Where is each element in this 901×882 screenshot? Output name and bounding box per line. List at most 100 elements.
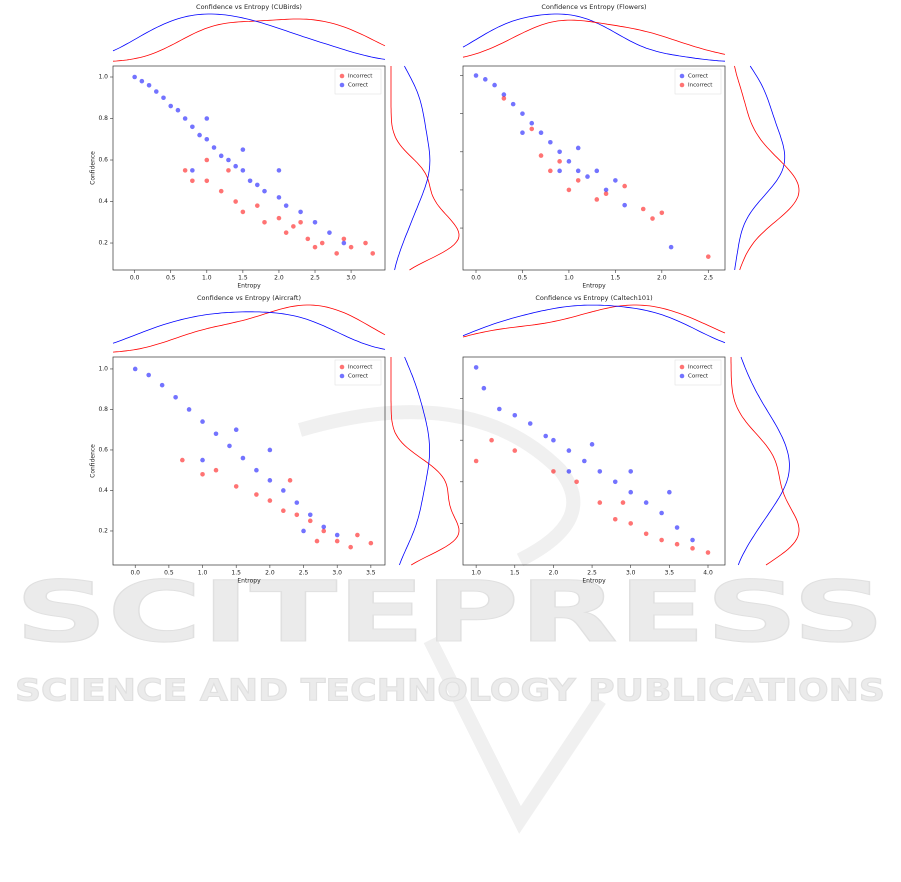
x-tick-label: 3.5 [665, 570, 675, 577]
data-point [182, 116, 188, 121]
data-point [543, 433, 548, 439]
data-point [548, 168, 553, 174]
x-tick-label: 3.0 [346, 275, 356, 282]
data-point [240, 168, 246, 173]
data-point [548, 139, 553, 145]
data-point [254, 203, 260, 208]
data-point [161, 95, 166, 101]
legend-label: Incorrect [688, 365, 713, 371]
data-point [650, 216, 655, 221]
y-tick-label: 0.4 [98, 198, 108, 205]
data-point [291, 224, 296, 229]
x-tick-label: 1.0 [471, 570, 481, 577]
legend: Incorrect Correct [674, 359, 722, 386]
panel: Confidence vs Entropy (Caltech101) 1.0 1.5… [460, 294, 800, 585]
x-tick-label: 2.0 [549, 570, 559, 577]
x-tick-label: 1.0 [564, 275, 574, 282]
data-point [622, 183, 627, 189]
data-point [312, 244, 318, 250]
x-axis-label: Entropy [582, 283, 606, 290]
marginal-kde-y [737, 356, 790, 566]
data-point [175, 107, 181, 113]
data-point [226, 168, 231, 173]
x-tick-label: 2.5 [704, 275, 714, 282]
data-point [566, 448, 572, 453]
x-tick-label: 2.5 [299, 570, 309, 577]
data-point [132, 366, 138, 372]
data-point [204, 116, 210, 121]
data-point [321, 524, 327, 530]
data-point [557, 168, 562, 174]
data-point [355, 532, 360, 538]
data-point [668, 244, 674, 250]
data-point [227, 443, 232, 449]
x-tick-label: 0.5 [166, 275, 176, 282]
legend: Correct Incorrect [674, 68, 722, 95]
data-point [254, 467, 259, 473]
legend-marker [679, 373, 685, 379]
x-tick-label: 0.5 [164, 570, 174, 577]
x-tick-label: 2.0 [265, 570, 275, 577]
x-tick-label: 3.5 [366, 570, 376, 577]
data-point [247, 178, 253, 184]
data-point [473, 458, 479, 464]
data-point [574, 479, 579, 485]
data-point [200, 457, 205, 463]
data-point [204, 178, 210, 184]
legend: Incorrect Correct [334, 359, 382, 386]
data-point [489, 437, 494, 443]
data-point [314, 538, 320, 544]
marginal-kde-x [112, 311, 386, 350]
data-point [267, 498, 273, 503]
plot-area [112, 356, 386, 566]
data-point [557, 159, 562, 164]
data-point [589, 442, 595, 447]
legend-marker [339, 82, 345, 88]
y-axis-label: Confidence [90, 444, 97, 478]
x-tick-label: 2.5 [587, 570, 597, 577]
data-point [281, 488, 286, 493]
marginal-kde-x [462, 304, 726, 338]
data-point [585, 174, 590, 179]
data-point [538, 130, 544, 136]
data-point [180, 457, 185, 463]
data-point [628, 521, 634, 526]
y-tick-label: 0.6 [98, 157, 108, 164]
data-point [218, 153, 224, 159]
data-point [557, 149, 562, 155]
data-point [659, 510, 664, 516]
legend-label: Correct [688, 374, 709, 380]
data-point [575, 145, 581, 151]
marginal-kde-y [399, 356, 430, 566]
data-point [283, 203, 289, 208]
panel-title: Confidence vs Entropy (Aircraft) [197, 294, 301, 302]
y-tick-label: 1.0 [98, 73, 108, 80]
data-point [146, 372, 151, 378]
data-point [674, 541, 680, 547]
data-point [240, 209, 246, 215]
data-point [307, 518, 313, 524]
data-point [594, 197, 600, 202]
data-point [492, 82, 497, 88]
data-point [294, 512, 300, 518]
data-point [226, 157, 231, 163]
x-tick-label: 1.5 [510, 570, 520, 577]
legend-marker [679, 82, 685, 88]
data-point [363, 240, 368, 246]
x-tick-label: 3.0 [626, 570, 636, 577]
legend-marker [679, 364, 685, 370]
legend-marker [339, 373, 345, 379]
y-tick-label: 0.4 [98, 487, 108, 494]
x-axis-label: Entropy [237, 578, 261, 585]
panel-title: Confidence vs Entropy (Caltech101) [535, 294, 652, 302]
data-point [501, 92, 507, 97]
data-point [197, 132, 202, 138]
data-point [501, 96, 507, 101]
data-point [482, 77, 488, 82]
data-point [262, 188, 267, 194]
data-point [690, 546, 695, 551]
data-point [233, 427, 239, 433]
y-tick-label: 1.0 [98, 365, 108, 372]
data-point [620, 500, 626, 505]
